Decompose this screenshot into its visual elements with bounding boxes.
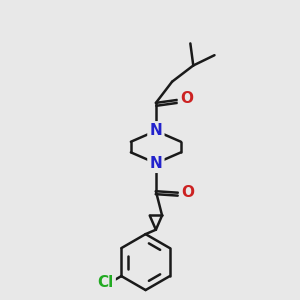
Text: O: O bbox=[181, 185, 194, 200]
Text: N: N bbox=[149, 123, 162, 138]
Text: O: O bbox=[180, 91, 193, 106]
Text: Cl: Cl bbox=[97, 275, 114, 290]
Text: N: N bbox=[149, 156, 162, 171]
